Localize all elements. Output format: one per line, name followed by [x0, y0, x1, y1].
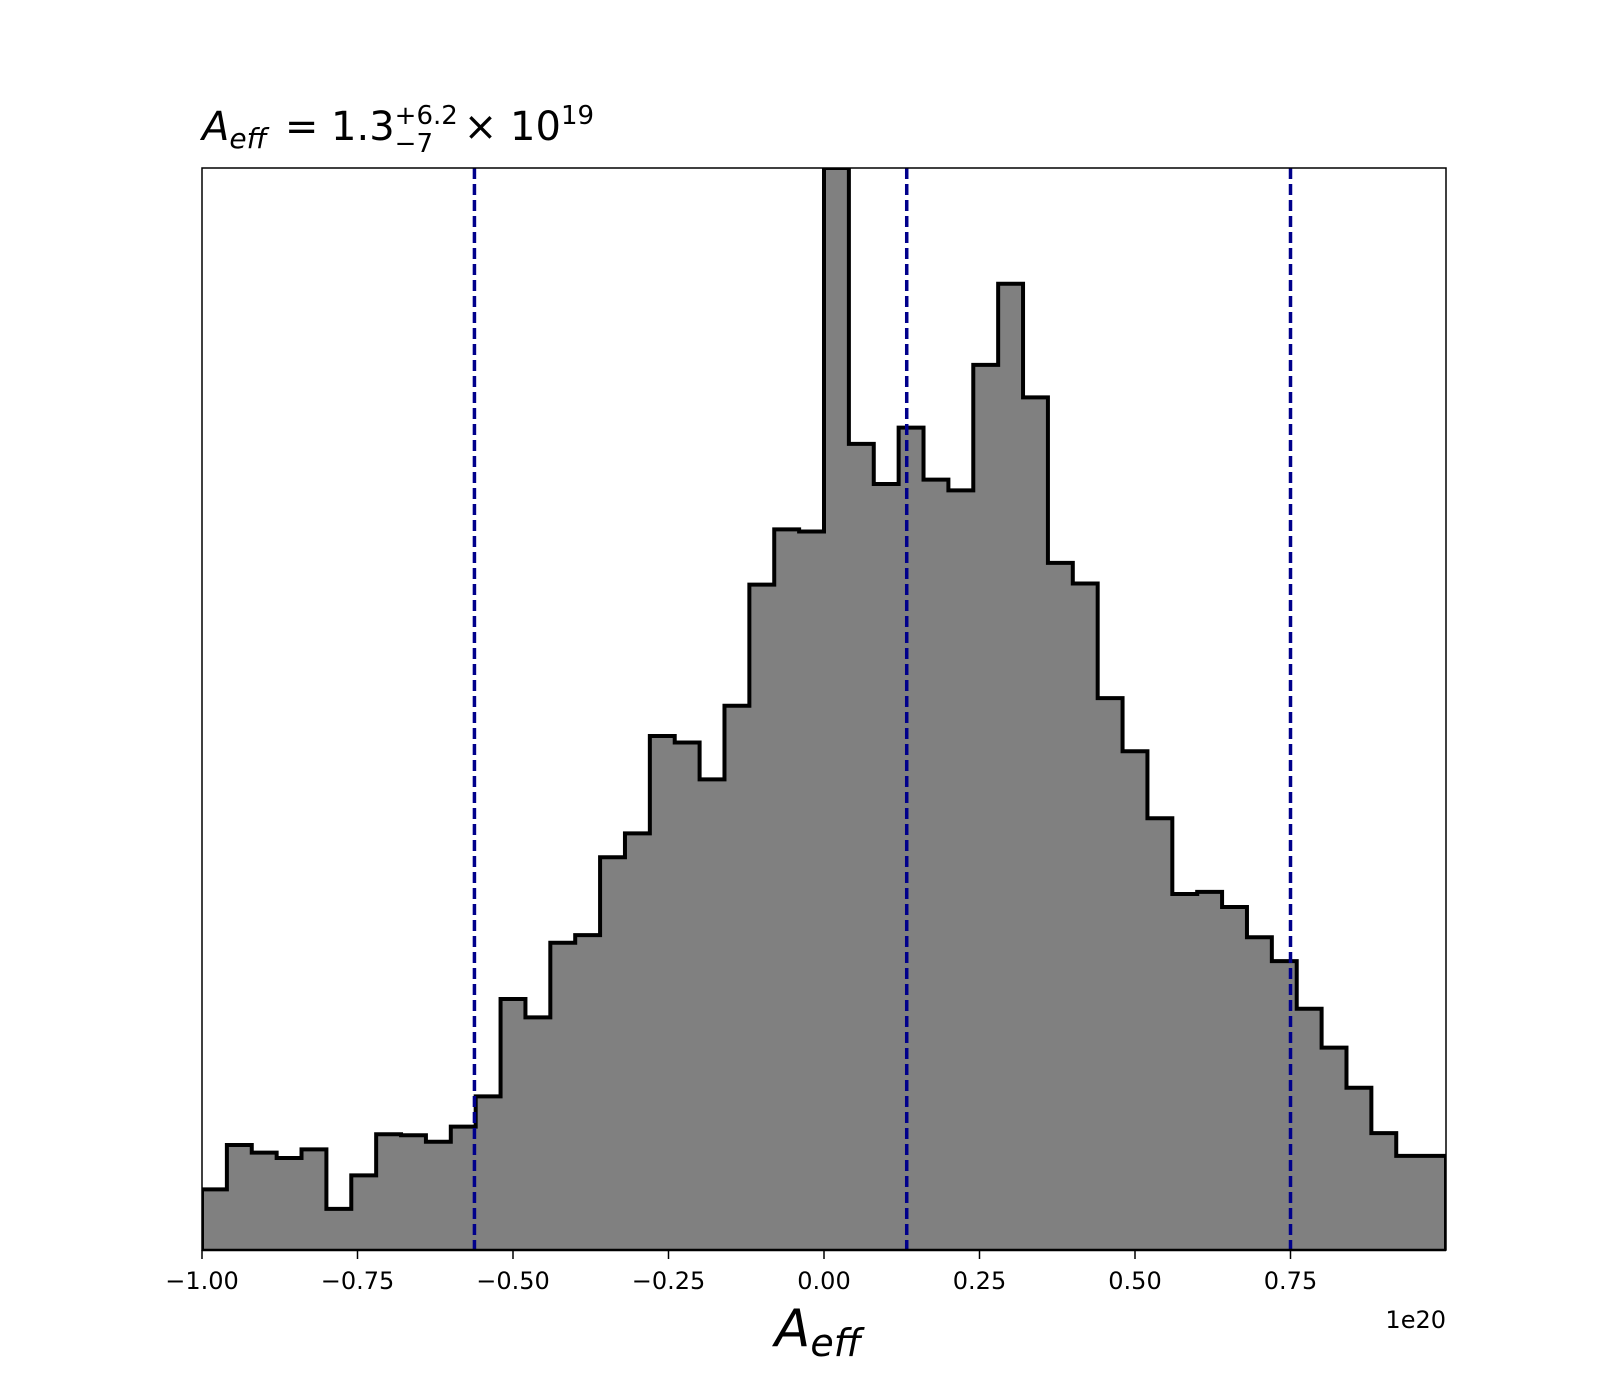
x-tick-label: 0.00: [797, 1267, 850, 1295]
histogram-bar: [649, 736, 676, 1250]
histogram-bar: [699, 779, 725, 1250]
histogram-bar: [1371, 1133, 1397, 1250]
title-text: Aeff = 1.3+6.2 × 1019: [199, 101, 594, 155]
x-axis-ticks: −1.00 −0.75 −0.50 −0.25 0.00 0.25 0.50 0.75: [165, 1250, 1317, 1295]
histogram-bar: [674, 742, 701, 1250]
x-tick-label: −0.25: [632, 1267, 706, 1295]
histogram-bar: [1321, 1047, 1347, 1250]
histogram-bar: [1197, 891, 1223, 1250]
x-axis-label-text: Aeff: [772, 1299, 865, 1365]
histogram-bar: [948, 490, 974, 1250]
histogram-bar: [1346, 1087, 1372, 1250]
histogram-bar: [276, 1158, 303, 1250]
histogram-bar: [1421, 1155, 1446, 1250]
histogram-bar: [923, 479, 949, 1250]
title-subscript: −7: [395, 129, 433, 159]
histogram-bar: [1296, 1008, 1323, 1250]
x-tick-label: 0.25: [953, 1267, 1006, 1295]
histogram-bar: [376, 1134, 402, 1250]
histogram-bar: [1396, 1155, 1422, 1250]
x-tick-label: 0.75: [1264, 1267, 1317, 1295]
x-axis-label: Aeff: [772, 1299, 865, 1365]
histogram-bar: [799, 531, 825, 1250]
plot-area: [201, 167, 1447, 1252]
histogram-bar: [1246, 937, 1273, 1250]
histogram-bar: [425, 1141, 452, 1250]
histogram-bar: [450, 1126, 477, 1250]
histogram-bar: [500, 998, 526, 1250]
chart-title: Aeff = 1.3+6.2 × 1019−7: [199, 101, 594, 159]
histogram-bar: [202, 1189, 228, 1250]
histogram-bar: [724, 705, 750, 1250]
histogram-bar: [575, 935, 601, 1250]
histogram-bar: [401, 1135, 427, 1250]
histogram-bar: [848, 443, 875, 1250]
histogram-bar: [226, 1145, 253, 1250]
histogram-outline: [202, 168, 1446, 1250]
x-tick-label: −0.75: [321, 1267, 395, 1295]
histogram-bar: [898, 427, 925, 1250]
x-tick-label: −0.50: [476, 1267, 550, 1295]
histogram-bar: [1271, 961, 1298, 1250]
histogram-bar: [301, 1149, 327, 1250]
histogram-bar: [600, 857, 626, 1250]
histogram-bar: [998, 283, 1024, 1250]
histogram-bar: [251, 1152, 278, 1250]
histogram-bar: [1097, 698, 1124, 1250]
histogram-bar: [1047, 562, 1074, 1250]
x-axis-offset-label: 1e20: [1385, 1306, 1446, 1334]
histogram-bar: [1172, 894, 1198, 1250]
histogram-bar: [475, 1096, 502, 1250]
histogram-bar: [824, 168, 850, 1250]
histogram-bar: [873, 483, 900, 1250]
histogram-bar: [351, 1175, 377, 1250]
histogram-bar: [774, 529, 800, 1250]
histogram-bar: [973, 364, 999, 1250]
x-tick-label: −1.00: [165, 1267, 239, 1295]
histogram-bar: [624, 833, 651, 1250]
histogram-bar: [550, 942, 576, 1250]
histogram-bar: [1222, 907, 1248, 1250]
histogram-bar: [749, 584, 775, 1250]
histogram-bar: [1072, 583, 1099, 1250]
x-tick-label: 0.50: [1108, 1267, 1161, 1295]
histogram-bar: [1122, 751, 1148, 1250]
histogram-bar: [525, 1017, 551, 1250]
histogram-bar: [1147, 818, 1173, 1250]
histogram-bar: [1023, 397, 1049, 1250]
histogram-bar: [326, 1208, 352, 1250]
